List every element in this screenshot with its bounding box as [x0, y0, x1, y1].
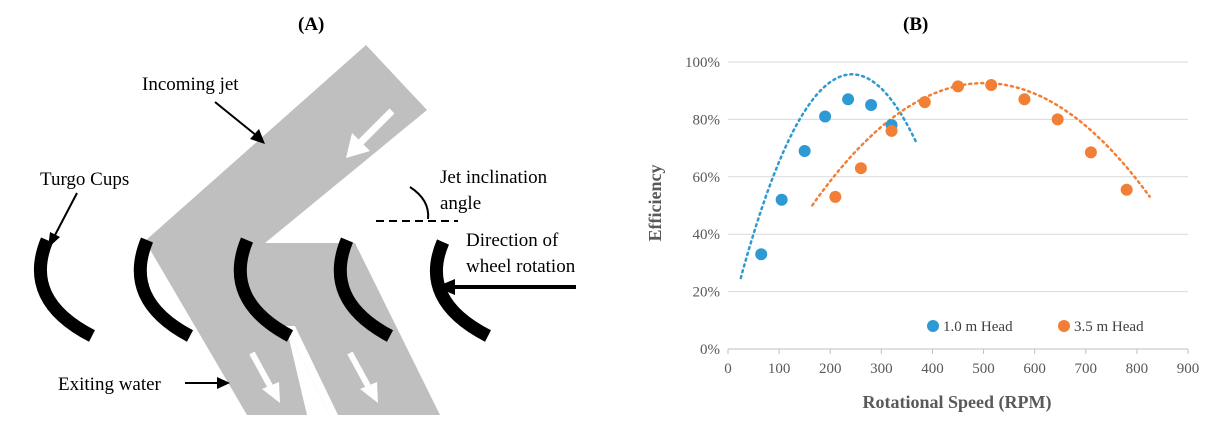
turgo-cups-pointer	[48, 192, 78, 248]
turgo-cup-5	[429, 239, 492, 342]
turgo-diagram: Incoming jet Turgo Cups Jet inclination …	[33, 45, 576, 415]
y-tick-label: 100%	[685, 55, 720, 71]
y-tick-label: 20%	[693, 285, 721, 301]
turgo-cup-1	[33, 237, 96, 342]
chart-legend: 1.0 m Head 3.5 m Head	[927, 319, 1144, 335]
angle-arc	[409, 186, 430, 220]
chart-points	[755, 78, 1133, 261]
jet-angle-label-1: Jet inclination	[440, 167, 548, 188]
x-tick-label: 200	[819, 361, 842, 377]
incoming-jet-pointer	[214, 101, 265, 144]
x-tick-label: 600	[1023, 361, 1046, 377]
incoming-jet-label: Incoming jet	[142, 74, 239, 95]
jet-angle-label-2: angle	[440, 193, 481, 214]
legend-label-2: 3.5 m Head	[1074, 319, 1144, 335]
stream-divider	[286, 326, 338, 415]
legend-marker-1	[927, 320, 939, 332]
y-tick-label: 80%	[693, 112, 721, 128]
data-point-series-1	[842, 93, 855, 106]
panel-b-label: (B)	[903, 14, 929, 35]
data-point-series-2	[854, 162, 867, 175]
rotation-label-1: Direction of	[466, 230, 559, 251]
data-point-series-1	[755, 248, 768, 261]
x-tick-label: 400	[921, 361, 944, 377]
chart-tick-labels: 0% 20% 40% 60% 80% 100% 0 100 200 300 400 500 600 700…	[685, 55, 1199, 377]
exiting-water-pointer	[185, 377, 230, 389]
data-point-series-2	[985, 78, 998, 91]
y-tick-label: 40%	[693, 227, 721, 243]
turgo-cups-label: Turgo Cups	[40, 169, 129, 190]
turgo-cup-4	[333, 237, 394, 342]
turgo-cup-3	[233, 237, 294, 342]
legend-marker-2	[1058, 320, 1070, 332]
data-point-series-1	[798, 144, 811, 157]
chart-axes	[727, 348, 1189, 354]
y-tick-label: 60%	[693, 170, 721, 186]
x-axis-title: Rotational Speed (RPM)	[863, 392, 1052, 413]
data-point-series-1	[865, 99, 878, 112]
trendline-series-1	[739, 73, 919, 280]
incoming-flow-arrow	[346, 108, 395, 158]
y-axis-title: Efficiency	[645, 165, 665, 242]
x-tick-label: 100	[768, 361, 791, 377]
efficiency-chart: 0% 20% 40% 60% 80% 100% 0 100 200 300 400 500 600 700…	[645, 55, 1199, 413]
data-point-series-2	[885, 124, 898, 137]
rotation-label-2: wheel rotation	[466, 256, 576, 277]
data-point-series-2	[1084, 146, 1097, 159]
data-point-series-2	[1018, 93, 1031, 106]
trendline-series-2	[811, 81, 1151, 207]
data-point-series-2	[952, 80, 964, 93]
exit-flow-arrow-left	[249, 351, 280, 403]
x-tick-label: 800	[1126, 361, 1149, 377]
x-tick-label: 900	[1177, 361, 1200, 377]
exiting-water-label: Exiting water	[58, 374, 162, 395]
data-point-series-1	[819, 110, 832, 123]
data-point-series-2	[829, 190, 842, 203]
data-point-series-2	[1051, 113, 1064, 126]
x-tick-label: 300	[870, 361, 893, 377]
jet-shape	[145, 45, 440, 415]
x-tick-label: 0	[724, 361, 732, 377]
rotation-direction-arrow	[436, 279, 576, 295]
exit-flow-arrow-right	[347, 351, 378, 403]
panel-a-label: (A)	[298, 14, 325, 35]
data-point-series-2	[918, 96, 931, 109]
turgo-cup-2	[133, 237, 194, 342]
data-point-series-2	[1120, 183, 1133, 196]
x-tick-label: 500	[972, 361, 995, 377]
x-tick-label: 700	[1075, 361, 1098, 377]
chart-trendlines	[739, 73, 1151, 280]
legend-label-1: 1.0 m Head	[943, 319, 1013, 335]
data-point-series-1	[775, 193, 788, 206]
y-tick-label: 0%	[700, 342, 720, 358]
chart-gridlines	[728, 61, 1188, 350]
